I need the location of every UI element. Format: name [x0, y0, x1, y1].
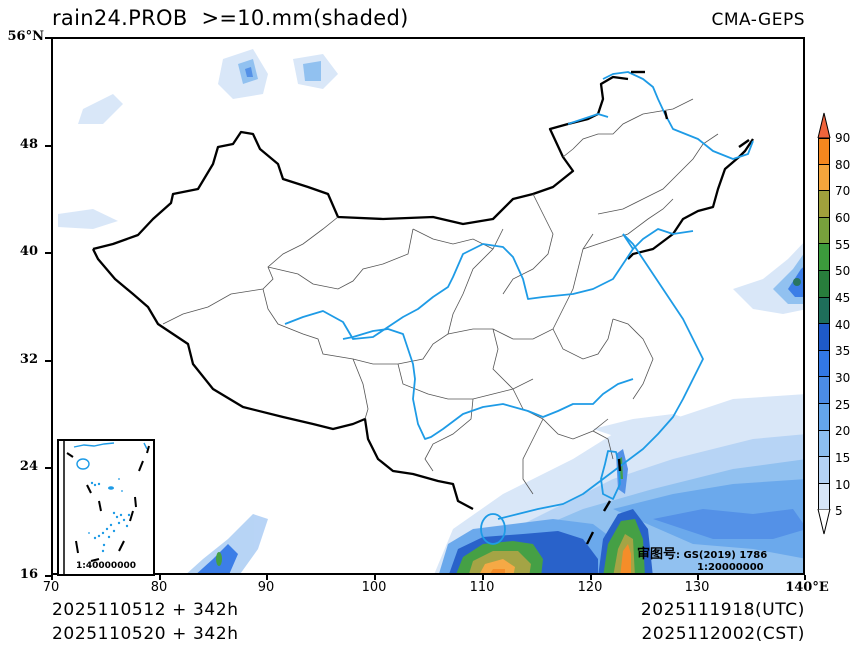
colorbar-label: 30: [835, 371, 851, 385]
nine-dash-line: [585, 70, 750, 545]
main-scale-label: 1:20000000: [697, 562, 764, 573]
colorbar-segment: [818, 244, 830, 271]
init-time-cst: 2025110520 + 342h: [52, 624, 239, 644]
colorbar-segment: [818, 191, 830, 218]
y-tick-label: 32: [19, 352, 38, 367]
colorbar-segment: [818, 350, 830, 378]
init-time-utc: 2025110512 + 342h: [52, 600, 239, 620]
colorbar-label: 60: [835, 211, 851, 225]
chart-title: rain24.PROB >=10.mm(shaded): [52, 6, 409, 30]
inset-map: [63, 441, 150, 574]
y-tick: [45, 360, 51, 362]
colorbar-label: 50: [835, 264, 851, 278]
colorbar-label: 20: [835, 424, 851, 438]
colorbar-label: 10: [835, 478, 851, 492]
colorbar-segment: [818, 483, 830, 511]
y-tick: [45, 252, 51, 254]
colorbar-segment: [818, 270, 830, 298]
x-tick-label: 100: [361, 580, 387, 595]
review-number-label: 审图号: [637, 547, 677, 562]
colorbar-segment: [818, 164, 830, 192]
y-tick-label: 56°N: [7, 29, 44, 44]
x-tick: [51, 575, 53, 580]
x-tick: [804, 575, 806, 580]
colorbar: 90 80 70 60 55 50 45 40 35 30 25 20 15 1…: [817, 112, 850, 535]
map-plot-area: [51, 37, 805, 575]
y-tick: [45, 37, 51, 39]
south-china-sea-inset: 1:40000000: [57, 439, 155, 576]
x-tick: [266, 575, 268, 580]
colorbar-label: 35: [835, 344, 851, 358]
colorbar-segment: [818, 217, 830, 245]
colorbar-segment: [818, 457, 830, 484]
colorbar-label: 25: [835, 398, 851, 412]
x-tick-label: 80: [150, 580, 168, 595]
x-tick-label: 140°E: [785, 580, 829, 595]
y-tick-label: 48: [19, 137, 38, 152]
colorbar-label: 5: [835, 504, 843, 518]
rivers-coastline: [284, 71, 754, 545]
colorbar-top-arrow: [817, 112, 831, 138]
inset-scale-label: 1:40000000: [76, 561, 136, 571]
x-tick: [697, 575, 699, 580]
valid-time-utc: 2025111918(UTC): [640, 600, 805, 620]
colorbar-segment: [818, 377, 830, 404]
review-number-value: : GS(2019) 1786: [676, 550, 768, 561]
province-borders: [162, 98, 719, 495]
x-tick-label: 70: [42, 580, 60, 595]
colorbar-segment: [818, 430, 830, 458]
x-tick: [482, 575, 484, 580]
x-tick: [374, 575, 376, 580]
valid-time-cst: 2025112002(CST): [641, 624, 805, 644]
review-number: 审图号: GS(2019) 1786: [637, 543, 767, 562]
x-tick: [159, 575, 161, 580]
y-tick: [45, 467, 51, 469]
x-tick-label: 90: [257, 580, 275, 595]
colorbar-segment: [818, 138, 830, 165]
x-tick-label: 110: [469, 580, 495, 595]
colorbar-label: 55: [835, 238, 851, 252]
colorbar-segment: [818, 297, 830, 325]
colorbar-segment: [818, 324, 830, 351]
colorbar-bottom-arrow: [817, 509, 831, 535]
y-tick-label: 16: [19, 567, 38, 582]
colorbar-label: 45: [835, 291, 851, 305]
precipitation-map: [58, 49, 803, 573]
colorbar-label: 15: [835, 451, 851, 465]
x-tick: [590, 575, 592, 580]
colorbar-label: 90: [835, 131, 851, 145]
colorbar-label: 80: [835, 158, 851, 172]
y-tick-label: 24: [19, 459, 38, 474]
model-source-label: CMA-GEPS: [711, 10, 805, 30]
y-tick: [45, 145, 51, 147]
y-tick-label: 40: [19, 244, 38, 259]
x-tick-label: 120: [577, 580, 603, 595]
precip-shading: [58, 49, 803, 573]
colorbar-label: 40: [835, 318, 851, 332]
x-tick-label: 130: [684, 580, 710, 595]
colorbar-label: 70: [835, 184, 851, 198]
colorbar-segment: [818, 403, 830, 431]
y-tick: [45, 575, 51, 577]
